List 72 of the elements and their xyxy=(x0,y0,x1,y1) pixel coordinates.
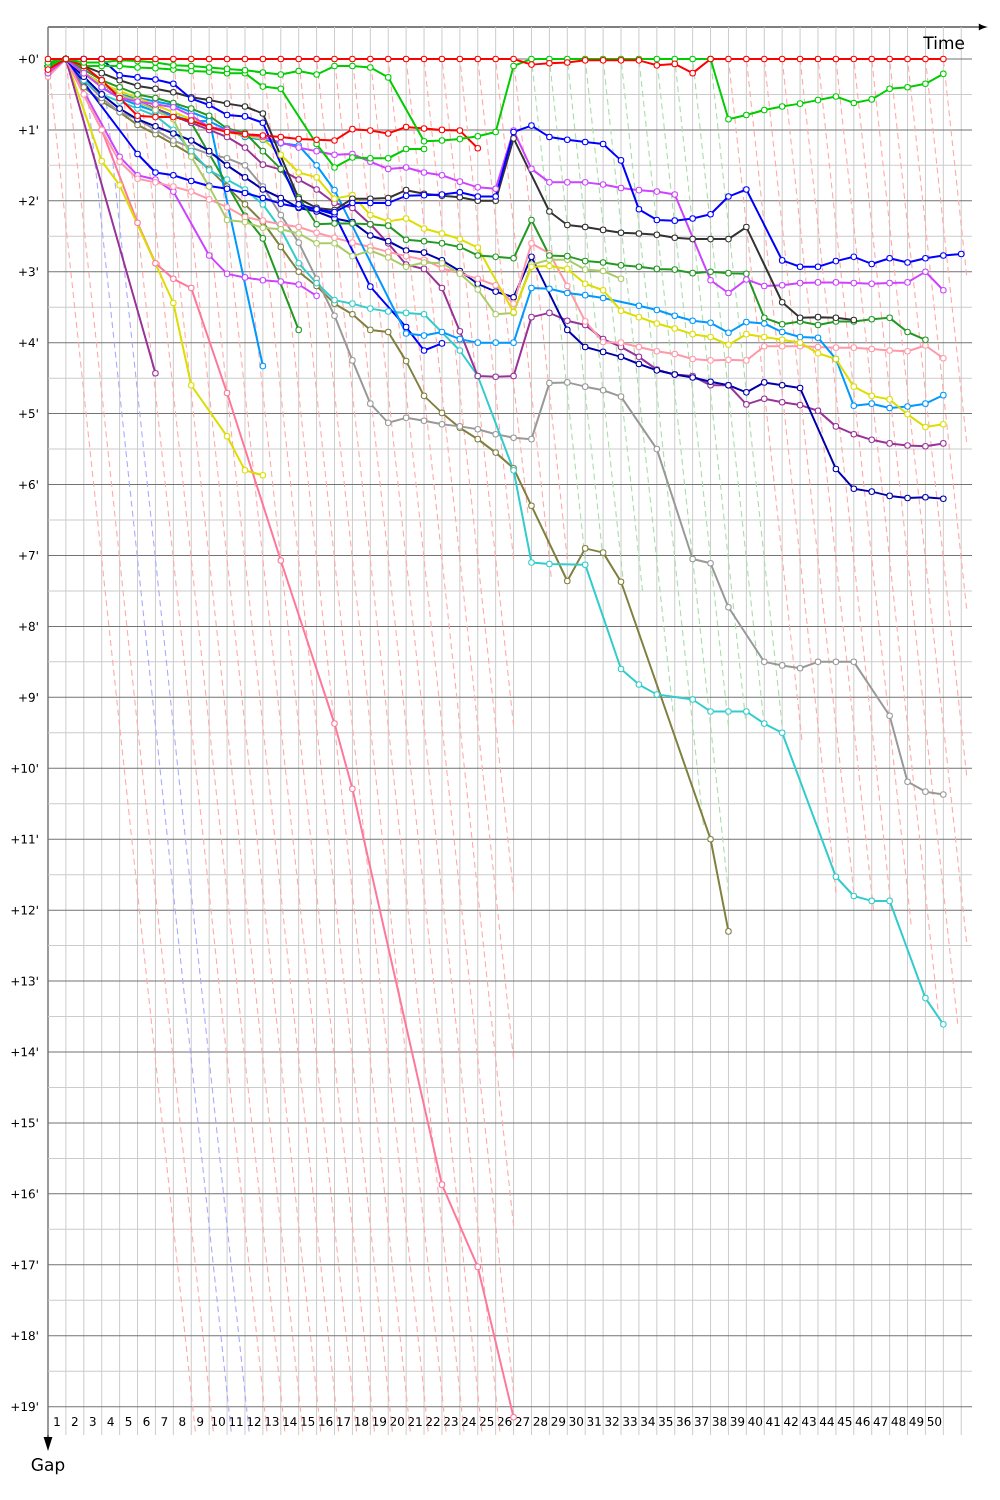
x-tick-label: 34 xyxy=(641,1416,655,1426)
x-tick-label: 10 xyxy=(211,1416,225,1426)
y-tick-label: +12' xyxy=(11,905,38,915)
x-tick-label: 45 xyxy=(837,1417,852,1426)
x-tick-label: 11 xyxy=(229,1417,243,1426)
x-tick-label: 26 xyxy=(497,1416,512,1426)
y-tick-label: +8' xyxy=(19,621,38,631)
x-tick-label: 42 xyxy=(784,1417,798,1426)
x-tick-label: 40 xyxy=(748,1416,763,1426)
y-tick-label: +2' xyxy=(19,196,38,206)
y-tick-label: +4' xyxy=(19,338,38,348)
x-tick-label: 49 xyxy=(909,1416,924,1426)
y-tick-label: +18' xyxy=(11,1331,38,1341)
x-tick-label: 41 xyxy=(766,1417,780,1426)
y-axis-title: Gap xyxy=(31,1458,65,1475)
x-tick-label: 29 xyxy=(551,1416,566,1426)
x-tick-label: 12 xyxy=(247,1417,261,1426)
x-tick-label: 20 xyxy=(390,1416,405,1426)
y-tick-label: +17' xyxy=(11,1260,38,1270)
x-tick-label: 19 xyxy=(372,1416,387,1426)
x-tick-label: 4 xyxy=(107,1417,114,1426)
x-tick-label: 36 xyxy=(676,1416,691,1426)
x-tick-label: 2 xyxy=(71,1417,78,1426)
x-tick-label: 30 xyxy=(569,1416,584,1426)
x-tick-label: 24 xyxy=(462,1417,476,1426)
x-tick-label: 16 xyxy=(319,1416,333,1426)
y-tick-label: +5' xyxy=(19,409,38,419)
y-tick-label: +11' xyxy=(11,834,38,844)
x-tick-label: 5 xyxy=(125,1417,132,1426)
x-tick-label: 21 xyxy=(408,1417,422,1426)
x-tick-label: 6 xyxy=(143,1416,150,1426)
x-tick-label: 25 xyxy=(479,1416,494,1426)
x-tick-label: 28 xyxy=(533,1416,548,1426)
x-tick-label: 17 xyxy=(337,1417,351,1426)
x-tick-label: 44 xyxy=(819,1417,834,1426)
x-tick-label: 15 xyxy=(301,1417,315,1426)
x-tick-label: 35 xyxy=(659,1416,673,1426)
x-tick-label: 33 xyxy=(623,1416,637,1426)
x-tick-label: 8 xyxy=(179,1416,186,1426)
y-tick-label: +16' xyxy=(11,1189,38,1199)
y-tick-label: +1' xyxy=(19,125,38,135)
y-tick-label: +9' xyxy=(19,692,38,702)
y-tick-label: +19' xyxy=(11,1402,38,1412)
x-tick-label: 1 xyxy=(54,1417,60,1426)
x-tick-label: 47 xyxy=(873,1417,888,1426)
x-tick-label: 3 xyxy=(89,1416,96,1426)
y-tick-label: +0' xyxy=(19,54,38,64)
x-tick-label: 43 xyxy=(802,1416,816,1426)
x-tick-label: 32 xyxy=(605,1416,619,1426)
x-tick-label: 46 xyxy=(855,1416,870,1426)
x-tick-label: 31 xyxy=(587,1416,601,1426)
y-tick-label: +13' xyxy=(11,976,38,986)
y-tick-label: +7' xyxy=(19,551,38,560)
x-tick-label: 27 xyxy=(515,1417,530,1426)
x-tick-label: 9 xyxy=(197,1416,204,1426)
x-tick-label: 13 xyxy=(265,1416,279,1426)
x-tick-label: 23 xyxy=(444,1416,458,1426)
x-tick-label: 48 xyxy=(891,1416,906,1426)
x-tick-label: 37 xyxy=(694,1416,709,1426)
x-tick-label: 50 xyxy=(927,1416,942,1426)
x-tick-label: 38 xyxy=(712,1416,727,1426)
x-tick-label: 39 xyxy=(730,1416,745,1426)
x-tick-label: 22 xyxy=(426,1417,440,1426)
x-tick-label: 18 xyxy=(355,1416,369,1426)
x-tick-label: 7 xyxy=(161,1417,168,1426)
y-tick-label: +6' xyxy=(19,480,38,490)
x-axis-title: Time xyxy=(923,36,965,50)
y-tick-label: +10' xyxy=(11,763,38,773)
x-tick-label: 14 xyxy=(283,1417,297,1426)
y-tick-label: +3' xyxy=(19,267,38,277)
y-tick-label: +14' xyxy=(11,1047,38,1057)
y-tick-label: +15' xyxy=(11,1118,38,1128)
